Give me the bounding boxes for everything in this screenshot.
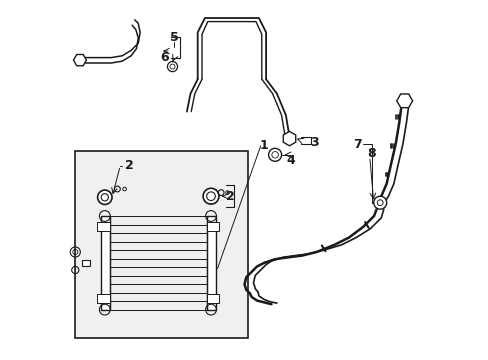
Bar (81, 260, 90, 266)
Text: 1: 1 (260, 139, 268, 152)
Text: 8: 8 (366, 147, 375, 159)
Polygon shape (73, 54, 86, 66)
Text: 6: 6 (160, 51, 168, 64)
Polygon shape (396, 94, 412, 108)
Text: 5: 5 (169, 31, 178, 44)
Text: 3: 3 (310, 136, 318, 149)
Circle shape (268, 148, 281, 161)
Bar (97, 222, 109, 231)
Circle shape (167, 62, 177, 72)
Text: 4: 4 (285, 154, 294, 167)
Bar (97, 294, 109, 303)
Polygon shape (283, 131, 295, 146)
Circle shape (373, 196, 386, 209)
Bar (206, 294, 219, 303)
Bar (206, 222, 219, 231)
Circle shape (203, 188, 219, 204)
Circle shape (98, 190, 112, 204)
Text: 7: 7 (353, 138, 362, 150)
Bar (101, 216, 109, 310)
Text: 2: 2 (124, 159, 133, 172)
Text: 2: 2 (225, 190, 234, 203)
Bar (75, 151, 247, 338)
Bar (206, 216, 215, 310)
